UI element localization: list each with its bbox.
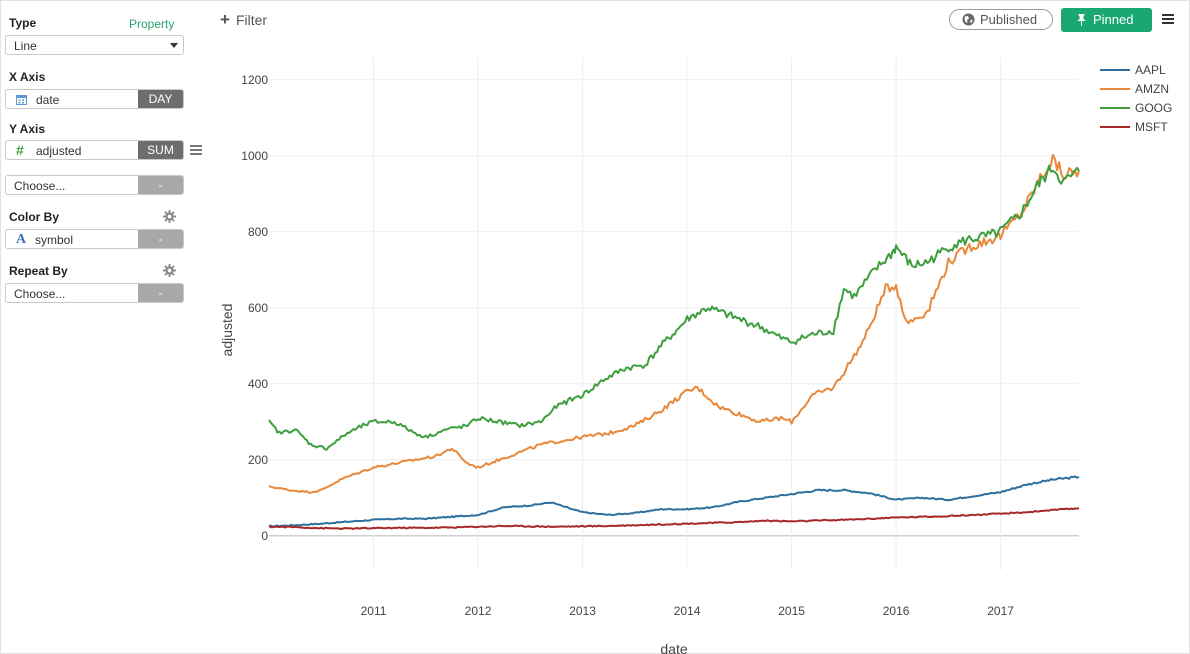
- legend-label: AAPL: [1135, 63, 1166, 77]
- x-axis-field[interactable]: date DAY: [5, 89, 184, 109]
- y-tick-label: 400: [248, 377, 268, 391]
- y-axis-extra-select[interactable]: Choose... -: [5, 175, 184, 195]
- filter-label: Filter: [235, 12, 268, 28]
- y-tick-label: 600: [248, 301, 268, 315]
- y-tick-label: 1200: [241, 73, 268, 87]
- chart-type-select[interactable]: Line: [5, 35, 184, 55]
- x-axis-field-name: date: [36, 93, 60, 107]
- hash-icon: #: [16, 142, 24, 158]
- y-axis-title: adjusted: [219, 304, 235, 357]
- y-axis-extra-button[interactable]: -: [138, 176, 183, 194]
- series-line-msft: [268, 507, 1080, 530]
- y-axis-label: Y Axis: [9, 122, 46, 136]
- published-button[interactable]: Published: [949, 9, 1053, 30]
- y-axis-agg-button[interactable]: SUM: [138, 141, 183, 159]
- x-tick-label: 2014: [674, 604, 701, 618]
- published-label: Published: [980, 12, 1038, 27]
- y-axis-field-name: adjusted: [36, 144, 82, 158]
- legend-label: AMZN: [1135, 82, 1169, 96]
- repeat-by-label: Repeat By: [9, 264, 68, 278]
- y-tick-label: 800: [248, 225, 268, 239]
- y-tick-label: 1000: [241, 149, 268, 163]
- pin-icon: [1077, 14, 1086, 26]
- x-axis-unit-button[interactable]: DAY: [138, 90, 183, 108]
- x-tick-label: 2015: [778, 604, 805, 618]
- chevron-down-icon: [170, 43, 178, 48]
- menu-lines-icon[interactable]: [190, 145, 202, 155]
- y-tick-label: 0: [261, 529, 268, 543]
- property-link[interactable]: Property: [129, 17, 175, 31]
- pinned-button[interactable]: Pinned: [1061, 8, 1152, 32]
- y-axis-field[interactable]: # adjusted SUM: [5, 140, 184, 160]
- color-by-button[interactable]: -: [138, 230, 183, 248]
- gear-icon[interactable]: [163, 264, 176, 277]
- pinned-label: Pinned: [1093, 12, 1134, 27]
- chart-series: [268, 153, 1080, 530]
- x-tick-label: 2012: [465, 604, 492, 618]
- y-tick-label: 200: [248, 453, 268, 467]
- series-line-goog: [268, 164, 1080, 451]
- x-tick-label: 2017: [987, 604, 1014, 618]
- x-tick-label: 2013: [569, 604, 596, 618]
- chart-type-value: Line: [14, 39, 37, 53]
- globe-icon: [962, 13, 975, 26]
- gear-icon[interactable]: [163, 210, 176, 223]
- y-axis-extra-placeholder: Choose...: [14, 179, 66, 193]
- repeat-by-select[interactable]: Choose... -: [5, 283, 184, 303]
- plus-icon: +: [220, 10, 230, 29]
- text-type-icon: A: [16, 232, 27, 247]
- color-by-field-name: symbol: [35, 233, 74, 247]
- x-tick-label: 2016: [883, 604, 910, 618]
- series-line-amzn: [268, 153, 1080, 494]
- calendar-icon: [16, 95, 27, 105]
- chart-grid: [269, 57, 1079, 570]
- x-axis-label: X Axis: [9, 70, 46, 84]
- repeat-by-button[interactable]: -: [138, 284, 183, 302]
- color-by-label: Color By: [9, 210, 60, 224]
- color-by-field[interactable]: A symbol -: [5, 229, 184, 249]
- chart-tick-labels: 0 200 400 600 800 1000 1200 2011 2012 2013 2014 201…: [241, 73, 1014, 618]
- menu-icon[interactable]: [1162, 14, 1174, 24]
- chart-legend: AAPL AMZN GOOG MSFT: [1100, 63, 1172, 134]
- x-axis-title: date: [660, 641, 687, 654]
- type-label: Type: [9, 16, 37, 30]
- repeat-by-placeholder: Choose...: [14, 287, 66, 301]
- series-line-aapl: [268, 475, 1080, 528]
- x-tick-label: 2011: [361, 604, 387, 618]
- legend-label: MSFT: [1135, 120, 1168, 134]
- legend-label: GOOG: [1135, 101, 1172, 115]
- filter-button[interactable]: + Filter: [220, 10, 267, 30]
